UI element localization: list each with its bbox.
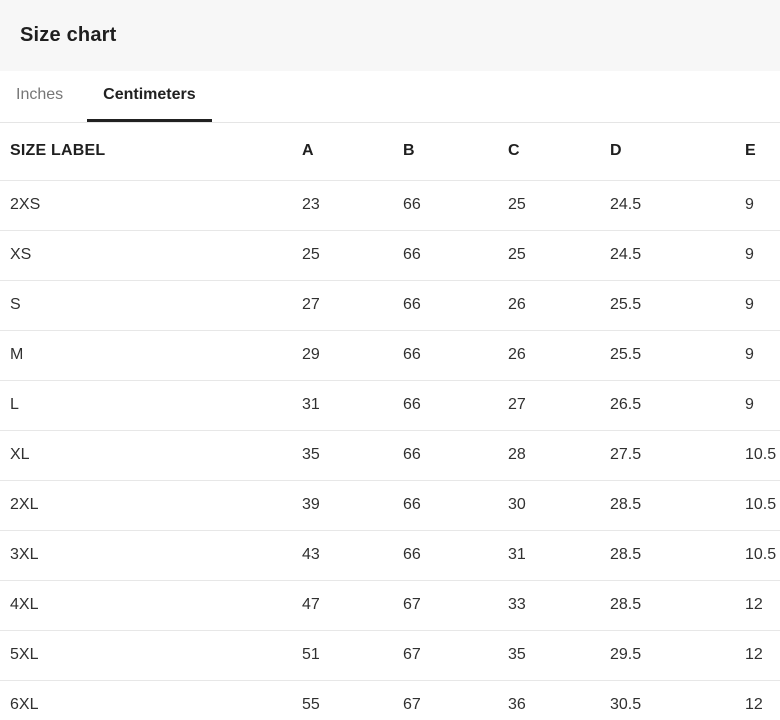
size-label-cell: L [0,380,302,431]
value-cell-b: 66 [403,280,508,331]
table-row: 5XL 51 67 35 29.5 12 [0,630,780,681]
value-cell-b: 66 [403,430,508,481]
value-cell-d: 28.5 [610,580,745,631]
size-label-cell: 4XL [0,580,302,631]
size-label-cell: 3XL [0,530,302,581]
table-row: XS 25 66 25 24.5 9 [0,230,780,281]
value-cell-b: 67 [403,630,508,681]
value-cell-a: 31 [302,380,403,431]
table-row: 2XS 23 66 25 24.5 9 [0,180,780,231]
column-header-e: E [745,123,780,181]
value-cell-c: 33 [508,580,610,631]
value-cell-d: 29.5 [610,630,745,681]
value-cell-b: 66 [403,530,508,581]
size-table: SIZE LABEL A B C D E 2XS 23 66 25 24.5 9… [0,123,780,720]
size-label-cell: 6XL [0,680,302,720]
value-cell-c: 25 [508,230,610,281]
table-row: 6XL 55 67 36 30.5 12 [0,680,780,720]
tab-centimeters[interactable]: Centimeters [87,71,212,122]
column-header-b: B [403,123,508,181]
value-cell-d: 25.5 [610,280,745,331]
value-cell-a: 35 [302,430,403,481]
column-header-d: D [610,123,745,181]
table-row: S 27 66 26 25.5 9 [0,280,780,331]
value-cell-d: 26.5 [610,380,745,431]
size-label-cell: XL [0,430,302,481]
table-row: L 31 66 27 26.5 9 [0,380,780,431]
value-cell-b: 66 [403,480,508,531]
tab-inches-label: Inches [16,86,64,103]
column-header-a: A [302,123,403,181]
value-cell-d: 27.5 [610,430,745,481]
value-cell-a: 43 [302,530,403,581]
value-cell-b: 66 [403,230,508,281]
value-cell-d: 30.5 [610,680,745,720]
value-cell-b: 66 [403,180,508,231]
tab-bar: Inches Centimeters [0,71,780,123]
table-row: XL 35 66 28 27.5 10.5 [0,430,780,481]
table-row: 3XL 43 66 31 28.5 10.5 [0,530,780,581]
value-cell-c: 26 [508,330,610,381]
page-title: Size chart [20,24,117,46]
value-cell-c: 35 [508,630,610,681]
value-cell-d: 24.5 [610,230,745,281]
value-cell-c: 27 [508,380,610,431]
value-cell-c: 30 [508,480,610,531]
value-cell-e: 9 [745,230,780,281]
value-cell-a: 27 [302,280,403,331]
value-cell-e: 10.5 [745,430,780,481]
value-cell-b: 67 [403,680,508,720]
column-header-c: C [508,123,610,181]
value-cell-e: 10.5 [745,480,780,531]
size-label-cell: 2XL [0,480,302,531]
table-row: 2XL 39 66 30 28.5 10.5 [0,480,780,531]
value-cell-a: 55 [302,680,403,720]
column-header-size-label: SIZE LABEL [0,123,302,181]
value-cell-a: 23 [302,180,403,231]
value-cell-e: 9 [745,380,780,431]
value-cell-b: 67 [403,580,508,631]
size-label-cell: S [0,280,302,331]
value-cell-a: 39 [302,480,403,531]
value-cell-d: 28.5 [610,530,745,581]
value-cell-e: 9 [745,180,780,231]
value-cell-b: 66 [403,330,508,381]
value-cell-d: 24.5 [610,180,745,231]
value-cell-e: 12 [745,630,780,681]
table-row: 4XL 47 67 33 28.5 12 [0,580,780,631]
value-cell-e: 12 [745,580,780,631]
value-cell-d: 25.5 [610,330,745,381]
value-cell-e: 10.5 [745,530,780,581]
value-cell-c: 31 [508,530,610,581]
value-cell-d: 28.5 [610,480,745,531]
value-cell-a: 25 [302,230,403,281]
value-cell-c: 26 [508,280,610,331]
size-label-cell: XS [0,230,302,281]
value-cell-e: 9 [745,280,780,331]
value-cell-e: 9 [745,330,780,381]
value-cell-c: 28 [508,430,610,481]
size-label-cell: M [0,330,302,381]
size-chart-header: Size chart [0,0,780,71]
header-row: SIZE LABEL A B C D E [0,123,780,181]
size-label-cell: 5XL [0,630,302,681]
value-cell-c: 25 [508,180,610,231]
table-row: M 29 66 26 25.5 9 [0,330,780,381]
value-cell-a: 29 [302,330,403,381]
tab-centimeters-label: Centimeters [103,86,196,103]
value-cell-e: 12 [745,680,780,720]
value-cell-c: 36 [508,680,610,720]
size-table-body: 2XS 23 66 25 24.5 9 XS 25 66 25 24.5 9 S… [0,180,780,720]
size-label-cell: 2XS [0,180,302,231]
value-cell-a: 51 [302,630,403,681]
value-cell-b: 66 [403,380,508,431]
tab-inches[interactable]: Inches [0,71,79,122]
size-table-header: SIZE LABEL A B C D E [0,123,780,181]
value-cell-a: 47 [302,580,403,631]
